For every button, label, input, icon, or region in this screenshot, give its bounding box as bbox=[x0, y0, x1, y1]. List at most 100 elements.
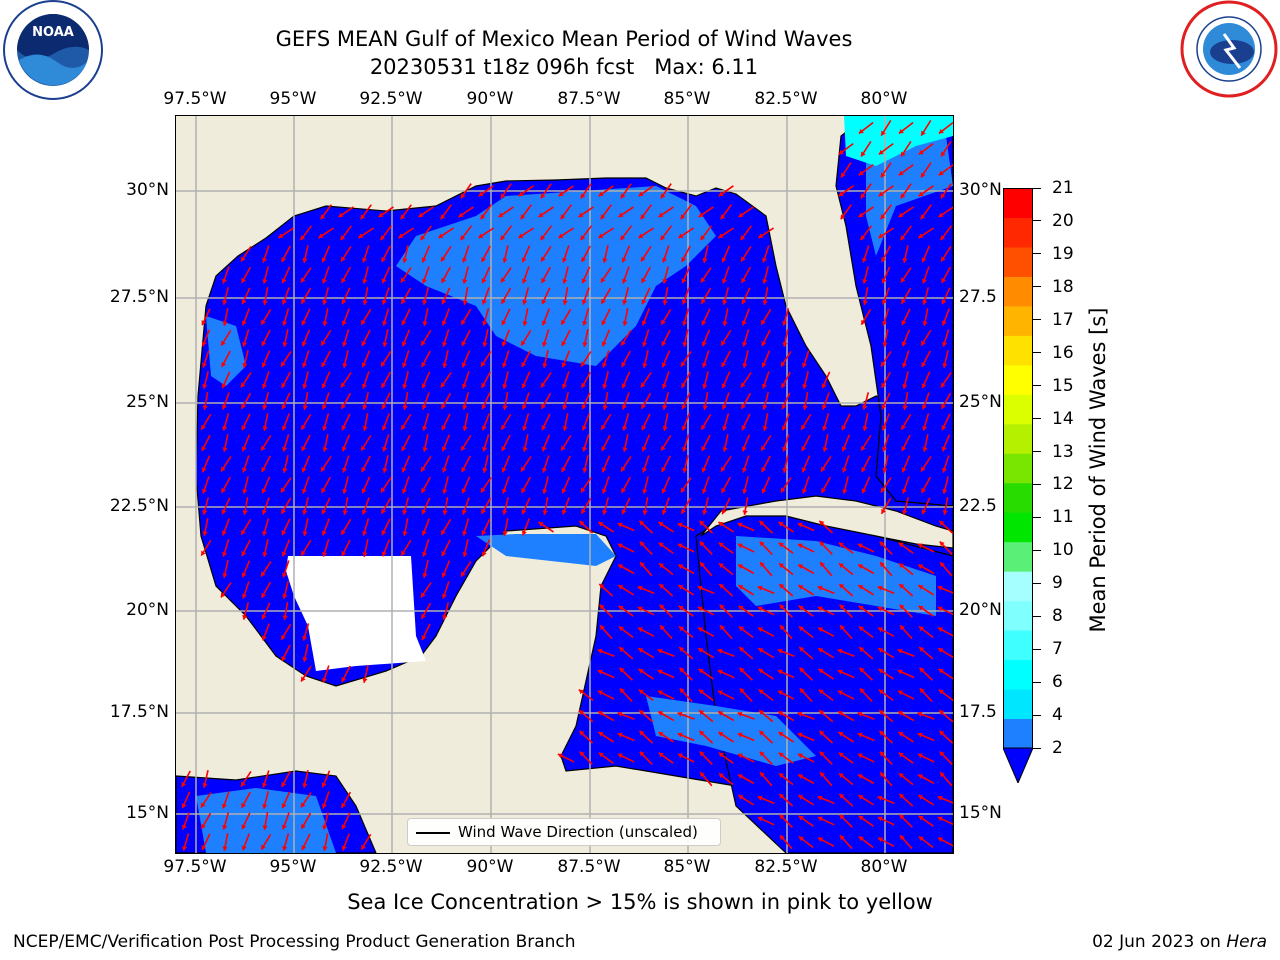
wind-wave-arrowhead bbox=[661, 445, 666, 451]
wind-wave-arrowhead bbox=[937, 585, 943, 591]
wind-wave-arrowhead bbox=[401, 341, 407, 347]
colorbar-bin bbox=[1003, 217, 1033, 248]
lon-tick-top: 87.5°W bbox=[557, 89, 621, 109]
wind-wave-arrowhead bbox=[918, 815, 924, 821]
wind-wave-arrowhead bbox=[201, 845, 207, 851]
wind-wave-arrowhead bbox=[899, 814, 905, 820]
wind-wave-arrowhead bbox=[741, 256, 746, 262]
wind-wave-arrowhead bbox=[321, 340, 326, 346]
wind-wave-arrowhead bbox=[201, 362, 208, 368]
wind-wave-arrowhead bbox=[658, 522, 664, 527]
wind-wave-arrowhead bbox=[281, 278, 287, 284]
wind-wave-arrowhead bbox=[941, 425, 947, 431]
wind-wave-arrowhead bbox=[521, 383, 527, 389]
wind-wave-arrowhead bbox=[738, 795, 744, 800]
wind-wave-arrowhead bbox=[278, 233, 284, 238]
wind-wave-arrowhead bbox=[201, 446, 207, 452]
wind-wave-arrowhead bbox=[741, 320, 747, 326]
footer-date: 02 Jun 2023 on Hera bbox=[1092, 932, 1267, 952]
wind-wave-arrowhead bbox=[322, 551, 328, 557]
wind-wave-arrowhead bbox=[561, 362, 567, 368]
wind-wave-arrowhead bbox=[420, 592, 426, 598]
wind-wave-arrowhead bbox=[342, 510, 348, 515]
wind-wave-arrowhead bbox=[779, 625, 785, 631]
wind-wave-arrowhead bbox=[362, 426, 368, 431]
wind-wave-arrowhead bbox=[342, 341, 348, 347]
wind-wave-arrowhead bbox=[841, 446, 847, 452]
wind-wave-arrowhead bbox=[361, 509, 367, 515]
wind-wave-arrowhead bbox=[818, 689, 824, 695]
wind-wave-arrowhead bbox=[779, 835, 785, 841]
wind-wave-arrowhead bbox=[838, 191, 844, 197]
wind-wave-arrowhead bbox=[540, 193, 546, 199]
wind-wave-arrowhead bbox=[778, 732, 784, 737]
wind-wave-arrowhead bbox=[521, 487, 527, 493]
wind-wave-arrowhead bbox=[617, 711, 623, 717]
wind-wave-arrowhead bbox=[541, 277, 547, 283]
wind-wave-arrowhead bbox=[622, 321, 628, 326]
wind-wave-arrowhead bbox=[758, 233, 764, 238]
wind-wave-arrowhead bbox=[862, 404, 868, 410]
wind-wave-arrowhead bbox=[181, 803, 187, 809]
wind-wave-arrowhead bbox=[262, 825, 268, 830]
wind-wave-arrowhead bbox=[759, 710, 765, 715]
wind-wave-arrowhead bbox=[261, 445, 266, 451]
wind-wave-arrowhead bbox=[381, 530, 387, 536]
wind-wave-arrowhead bbox=[899, 793, 905, 799]
wind-wave-arrowhead bbox=[797, 753, 803, 759]
wind-wave-arrowhead bbox=[461, 445, 466, 451]
wind-wave-arrowhead bbox=[242, 510, 248, 515]
wind-wave-arrowhead bbox=[601, 320, 607, 326]
wind-wave-arrowhead bbox=[241, 277, 247, 283]
wind-wave-arrowhead bbox=[222, 824, 228, 830]
wind-wave-arrowhead bbox=[939, 520, 945, 526]
wind-wave-arrowhead bbox=[738, 564, 744, 570]
wind-wave-arrowhead bbox=[819, 710, 825, 715]
wind-wave-arrowhead bbox=[858, 605, 864, 611]
wind-wave-arrowhead bbox=[877, 585, 883, 591]
wind-wave-arrowhead bbox=[281, 299, 287, 305]
wind-wave-arrowhead bbox=[838, 711, 844, 716]
wind-wave-arrowhead bbox=[580, 193, 586, 199]
wind-wave-arrowhead bbox=[460, 193, 466, 199]
wind-wave-arrowhead bbox=[481, 382, 487, 388]
wind-wave-arrowhead bbox=[242, 363, 248, 368]
wind-wave-arrowhead bbox=[382, 342, 388, 347]
wind-wave-arrowhead bbox=[921, 487, 927, 493]
wind-wave-arrowhead bbox=[938, 128, 944, 134]
wind-wave-arrowhead bbox=[619, 647, 625, 652]
wind-wave-arrowhead bbox=[401, 550, 406, 556]
wind-wave-arrowhead bbox=[778, 522, 784, 527]
wind-wave-arrowhead bbox=[281, 404, 287, 410]
wind-wave-arrowhead bbox=[301, 845, 307, 851]
wind-wave-arrowhead bbox=[621, 278, 627, 284]
wind-wave-arrowhead bbox=[421, 530, 427, 536]
wind-wave-arrowhead bbox=[799, 667, 805, 673]
wind-wave-arrowhead bbox=[938, 668, 944, 674]
wind-wave-arrowhead bbox=[839, 773, 844, 779]
wind-wave-arrowhead bbox=[521, 509, 527, 515]
wind-wave-arrowhead bbox=[341, 446, 347, 452]
wind-wave-arrowhead bbox=[880, 487, 886, 493]
wind-wave-arrowhead bbox=[480, 214, 486, 220]
wind-wave-arrowhead bbox=[381, 361, 386, 367]
wind-wave-arrowhead bbox=[799, 647, 805, 652]
wind-wave-arrowhead bbox=[878, 648, 884, 653]
wind-wave-arrowhead bbox=[641, 425, 647, 431]
wind-wave-arrowhead bbox=[797, 522, 803, 528]
lon-tick-bottom: 90°W bbox=[466, 857, 514, 877]
wind-wave-arrowhead bbox=[818, 668, 824, 674]
wind-wave-arrowhead bbox=[501, 341, 507, 347]
wind-wave-arrowhead bbox=[421, 340, 426, 346]
wind-wave-arrowhead bbox=[200, 802, 206, 808]
wind-wave-arrowhead bbox=[718, 752, 724, 758]
wind-wave-arrowhead bbox=[837, 690, 843, 696]
wind-wave-arrowhead bbox=[201, 550, 206, 556]
wind-wave-arrowhead bbox=[322, 321, 328, 326]
wind-wave-arrowhead bbox=[262, 530, 268, 536]
wind-wave-arrowhead bbox=[779, 583, 785, 589]
wind-wave-arrowhead bbox=[261, 571, 266, 577]
lat-tick-right: 30°N bbox=[959, 180, 1002, 200]
lon-tick-bottom: 85°W bbox=[663, 857, 711, 877]
wind-wave-arrowhead bbox=[942, 510, 948, 515]
